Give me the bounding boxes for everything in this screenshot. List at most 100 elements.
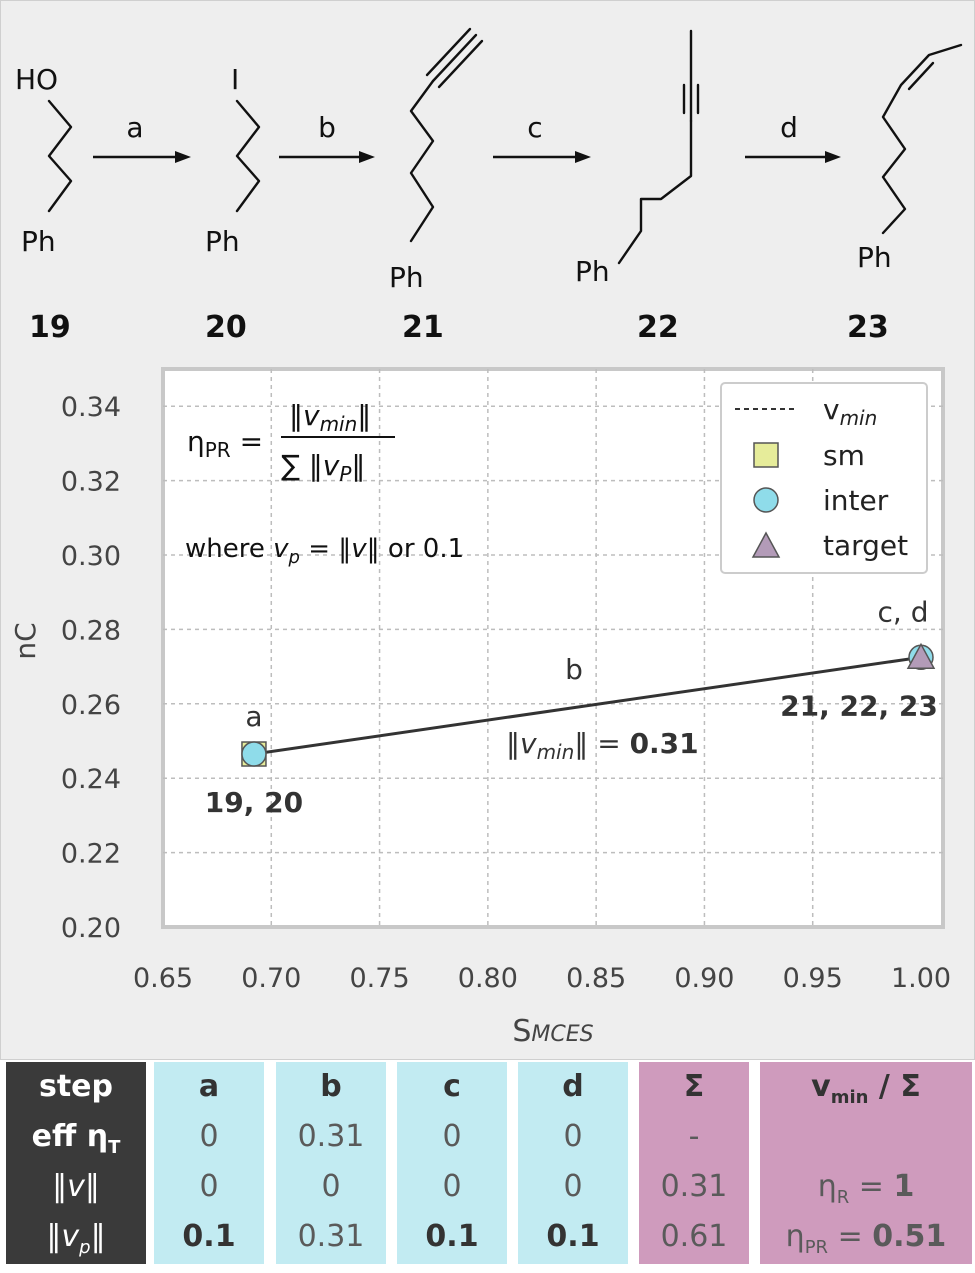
x-tick-0.95: 0.95 bbox=[783, 963, 843, 994]
compound-21-id: 21 bbox=[402, 310, 444, 345]
axis-ticks: 0.65 0.70 0.75 0.80 0.85 0.90 0.95 1.00 0.20 0.22… bbox=[61, 392, 951, 994]
compound-19-group: HO bbox=[15, 63, 58, 96]
cell-sum-vp: 0.61 bbox=[660, 1219, 728, 1254]
col-header-sum: Σ bbox=[683, 1069, 705, 1104]
step-label-c: c bbox=[527, 111, 542, 144]
y-tick-0.22: 0.22 bbox=[61, 839, 121, 870]
row-header-step: step bbox=[38, 1069, 114, 1104]
scheme-arrows bbox=[93, 151, 841, 163]
step-label-a: a bbox=[126, 111, 143, 144]
cell-b-eff: 0.31 bbox=[297, 1119, 365, 1154]
table-col-d: d 0 0 0.1 bbox=[518, 1062, 628, 1264]
legend-marker-inter bbox=[753, 487, 779, 513]
cell-d-v: 0 bbox=[563, 1169, 583, 1204]
legend-marker-target bbox=[751, 531, 781, 558]
compound-20-chain bbox=[235, 99, 261, 213]
plot-labels: a 19, 20 c, d 21, 22, 23 b bbox=[205, 595, 938, 819]
col-header-a: a bbox=[198, 1069, 220, 1104]
formula-where: where vp = ‖v‖ or 0.1 bbox=[185, 534, 464, 568]
y-tick-0.28: 0.28 bbox=[61, 615, 121, 646]
compound-20-group: I bbox=[231, 63, 239, 96]
x-tick-0.80: 0.80 bbox=[458, 963, 518, 994]
scheme-labels: HO Ph 19 I Ph 20 Ph 21 Ph 22 Ph 23 bbox=[15, 63, 892, 345]
compound-21-ph: Ph bbox=[389, 261, 424, 294]
x-tick-0.85: 0.85 bbox=[566, 963, 626, 994]
step-label-b: b bbox=[318, 111, 336, 144]
y-tick-0.26: 0.26 bbox=[61, 690, 121, 721]
col-header-d: d bbox=[562, 1069, 584, 1104]
cell-d-vp: 0.1 bbox=[546, 1219, 600, 1254]
legend-marker-sm bbox=[753, 442, 779, 468]
compound-23-ph: Ph bbox=[857, 241, 892, 274]
table-col-c: c 0 0 0.1 bbox=[397, 1062, 507, 1264]
cell-c-eff: 0 bbox=[442, 1119, 462, 1154]
table-col-sum: Σ - 0.31 0.61 bbox=[639, 1062, 749, 1264]
compound-20-ph: Ph bbox=[205, 225, 240, 258]
row-header-v: ‖v‖ bbox=[52, 1169, 100, 1204]
compound-20-id: 20 bbox=[205, 310, 247, 345]
formula-denominator: ∑ ‖vP‖ bbox=[281, 449, 365, 486]
point-label-19-20: 19, 20 bbox=[205, 786, 303, 819]
x-tick-0.65: 0.65 bbox=[133, 963, 193, 994]
series-line bbox=[253, 655, 922, 756]
point-inter-1 bbox=[241, 741, 267, 767]
y-tick-0.20: 0.20 bbox=[61, 913, 121, 944]
cell-a-v: 0 bbox=[199, 1169, 219, 1204]
y-tick-0.30: 0.30 bbox=[61, 541, 121, 572]
step-label-point-a: a bbox=[245, 700, 262, 733]
cell-b-v: 0 bbox=[321, 1169, 341, 1204]
point-label-21-22-23: 21, 22, 23 bbox=[780, 689, 938, 722]
row-header-eff: eff ηT bbox=[31, 1119, 121, 1158]
cell-ratio-eff bbox=[760, 1112, 972, 1162]
legend-box bbox=[720, 382, 928, 574]
point-target-3 bbox=[906, 642, 936, 670]
table-col-ratio: vmin / Σ ηR = 1 ηPR = 0.51 bbox=[760, 1062, 972, 1264]
summary-table: step eff ηT ‖v‖ ‖vp‖ a 0 0 0.1 b 0.31 0 … bbox=[6, 1062, 972, 1264]
y-tick-0.32: 0.32 bbox=[61, 467, 121, 498]
y-axis-label: nC bbox=[9, 622, 42, 659]
compound-23-chain bbox=[881, 43, 963, 235]
compound-22-chain bbox=[617, 119, 693, 265]
line-step-label-b: b bbox=[565, 653, 583, 686]
table-row-headers: step eff ηT ‖v‖ ‖vp‖ bbox=[6, 1062, 146, 1264]
reaction-scheme bbox=[47, 27, 963, 265]
compound-23-id: 23 bbox=[847, 310, 889, 345]
x-tick-1.00: 1.00 bbox=[891, 963, 951, 994]
y-tick-0.24: 0.24 bbox=[61, 764, 121, 795]
step-label-d: d bbox=[780, 111, 798, 144]
x-tick-0.70: 0.70 bbox=[241, 963, 301, 994]
col-header-c: c bbox=[443, 1069, 461, 1104]
cell-b-vp: 0.31 bbox=[297, 1219, 365, 1254]
figure-svg: HO Ph 19 I Ph 20 Ph 21 Ph 22 Ph 23 a b c… bbox=[9, 27, 963, 1049]
cell-sum-v: 0.31 bbox=[660, 1169, 728, 1204]
x-axis-label-sub: MCES bbox=[531, 1022, 593, 1047]
cell-c-v: 0 bbox=[442, 1169, 462, 1204]
table-col-b: b 0.31 0 0.31 bbox=[276, 1062, 386, 1264]
cell-d-eff: 0 bbox=[563, 1119, 583, 1154]
col-header-ratio: vmin / Σ bbox=[811, 1069, 921, 1108]
step-labels: a b c d bbox=[126, 111, 797, 144]
x-tick-0.75: 0.75 bbox=[350, 963, 410, 994]
legend-label-vmin: vmin bbox=[823, 393, 877, 430]
compound-21-chain bbox=[409, 79, 435, 243]
step-label-point-cd: c, d bbox=[878, 595, 929, 628]
col-header-b: b bbox=[320, 1069, 342, 1104]
row-header-vp: ‖vp‖ bbox=[46, 1219, 106, 1258]
x-axis-label: SMCES bbox=[512, 1014, 593, 1049]
data-markers bbox=[241, 642, 936, 767]
table-col-a: a 0 0 0.1 bbox=[154, 1062, 264, 1264]
legend-label-inter: inter bbox=[823, 484, 889, 517]
compound-22-id: 22 bbox=[637, 310, 679, 345]
cell-a-vp: 0.1 bbox=[182, 1219, 236, 1254]
compound-19-chain bbox=[47, 99, 73, 213]
cell-c-vp: 0.1 bbox=[425, 1219, 479, 1254]
cell-sum-eff: - bbox=[688, 1119, 700, 1154]
vmin-annotation: ‖vmin‖ = 0.31 bbox=[506, 727, 699, 764]
cell-a-eff: 0 bbox=[199, 1119, 219, 1154]
vmin-value: 0.31 bbox=[630, 727, 699, 760]
compound-19-id: 19 bbox=[29, 310, 71, 345]
y-tick-0.34: 0.34 bbox=[61, 392, 121, 423]
legend-label-target: target bbox=[823, 529, 908, 562]
legend: vmin sm inter target bbox=[720, 382, 928, 574]
figure-panel: HO Ph 19 I Ph 20 Ph 21 Ph 22 Ph 23 a b c… bbox=[0, 0, 975, 1060]
